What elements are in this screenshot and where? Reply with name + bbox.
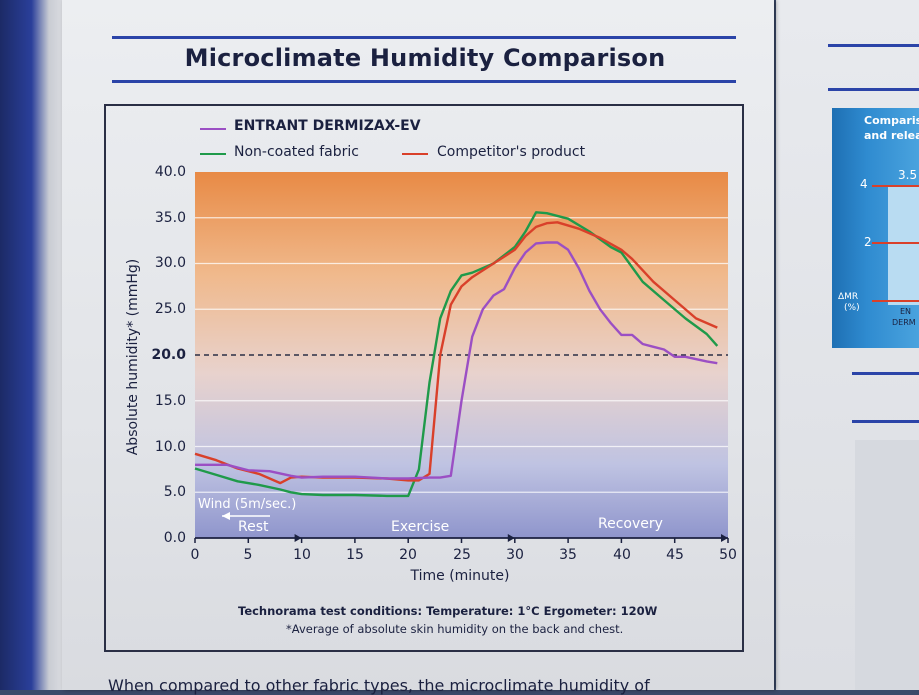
- side-chart-title: Comparis: [864, 114, 919, 127]
- x-tick-label: 5: [243, 547, 253, 563]
- side-image-box: [855, 440, 919, 690]
- side-bar-label: DERM: [892, 318, 916, 327]
- test-conditions: Technorama test conditions: Temperature:…: [238, 604, 658, 618]
- side-tick: 2: [864, 235, 872, 249]
- phase-label-exercise: Exercise: [391, 519, 450, 535]
- phase-arrow-marker: [507, 534, 515, 542]
- footnote: *Average of absolute skin humidity on th…: [286, 622, 624, 636]
- legend-line-entrant: [200, 128, 226, 130]
- side-bar: [888, 185, 919, 305]
- side-tick: 4: [860, 177, 868, 191]
- phase-label-recovery: Recovery: [598, 516, 663, 532]
- side-rule: [828, 44, 919, 47]
- y-tick-label: 25.0: [154, 301, 186, 317]
- side-value-label: 3.5: [898, 168, 918, 182]
- y-tick-label: 10.0: [154, 439, 186, 455]
- side-axis-label: ΔMR: [838, 292, 859, 302]
- y-tick-label: 40.0: [154, 164, 186, 180]
- legend-line-non-coated: [200, 153, 226, 155]
- x-tick-label: 25: [453, 547, 471, 563]
- series-line-competitor: [194, 221, 718, 485]
- series-line-entrant: [195, 241, 718, 480]
- title-rule-bottom: [112, 80, 736, 83]
- chart-frame: [104, 104, 744, 652]
- side-redline: [872, 300, 919, 302]
- legend-non-coated: Non-coated fabric: [234, 144, 359, 160]
- wind-label: Wind (5m/sec.): [198, 497, 297, 512]
- wind-arrowhead: [222, 512, 230, 520]
- phase-arrow-marker: [721, 534, 728, 542]
- x-tick-label: 20: [399, 547, 417, 563]
- y-tick-label: 0.0: [163, 530, 186, 546]
- phase-arrow-marker: [294, 534, 302, 542]
- side-rule: [852, 420, 919, 423]
- legend-competitor: Competitor's product: [437, 144, 586, 160]
- legend-line-competitor: [402, 153, 428, 155]
- x-tick-label: 15: [346, 547, 364, 563]
- x-tick-label: 40: [613, 547, 631, 563]
- page-title: Microclimate Humidity Comparison: [184, 44, 666, 72]
- side-redline: [872, 242, 919, 244]
- x-tick-label: 0: [190, 547, 200, 563]
- y-tick-label: 30.0: [154, 255, 186, 271]
- title-rule-top: [112, 36, 736, 39]
- side-rule: [828, 88, 919, 91]
- y-tick-label: 15.0: [154, 393, 186, 409]
- y-tick-label: 35.0: [154, 210, 186, 226]
- y-axis-label: Absolute humidity* (mmHg): [125, 258, 141, 456]
- x-axis-label: Time (minute): [410, 568, 510, 584]
- x-tick-label: 30: [506, 547, 524, 563]
- y-tick-label: 5.0: [163, 484, 186, 500]
- side-axis-label: (%): [844, 303, 860, 313]
- body-text: When compared to other fabric types, the…: [108, 676, 650, 695]
- phase-label-rest: Rest: [238, 519, 269, 535]
- series-line-non-coated: [194, 211, 719, 498]
- x-tick-label: 45: [666, 547, 684, 563]
- side-rule: [852, 372, 919, 375]
- x-tick-label: 35: [559, 547, 577, 563]
- x-tick-label: 50: [719, 547, 737, 563]
- background-fabric: [0, 0, 70, 690]
- side-redline: [872, 185, 919, 187]
- legend-entrant: ENTRANT DERMIZAX-EV: [234, 118, 421, 134]
- x-tick-label: 10: [293, 547, 311, 563]
- side-chart-title: and relea: [864, 129, 919, 142]
- y-tick-label: 20.0: [151, 347, 186, 363]
- side-bar-label: EN: [900, 307, 912, 316]
